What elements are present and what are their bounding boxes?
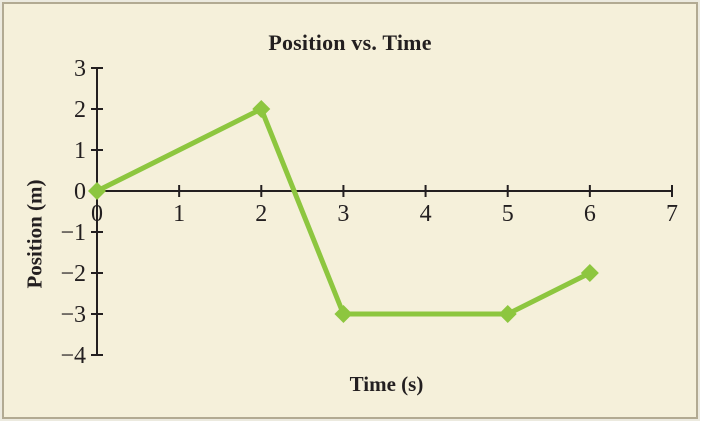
y-tick-label: 1: [74, 138, 86, 164]
x-tick-label: 1: [173, 201, 185, 227]
x-tick-label: 4: [420, 201, 432, 227]
x-axis-label: Time (s): [349, 372, 424, 396]
y-tick-label: 3: [74, 56, 86, 82]
x-tick-label: 2: [255, 201, 267, 227]
y-tick-label: −1: [60, 220, 86, 246]
x-tick-label: 6: [584, 201, 596, 227]
x-tick-label: 3: [337, 201, 349, 227]
data-point-marker: [498, 305, 517, 323]
data-point-marker: [580, 264, 599, 282]
data-point-marker: [88, 182, 106, 200]
y-tick-label: 0: [74, 179, 86, 205]
y-tick-label: −3: [60, 302, 86, 328]
x-tick-label: 0: [91, 201, 103, 227]
x-tick-label: 5: [502, 201, 514, 227]
chart-frame: Position vs. Time Position (m) Time (s): [2, 2, 698, 419]
y-tick-label: 2: [74, 97, 86, 123]
x-tick-label: 7: [666, 201, 678, 227]
y-tick-label: −4: [60, 343, 86, 369]
data-point-marker: [252, 100, 271, 118]
data-point-marker: [334, 305, 353, 323]
y-tick-label: −2: [60, 261, 86, 287]
chart-title: Position vs. Time: [268, 30, 432, 55]
